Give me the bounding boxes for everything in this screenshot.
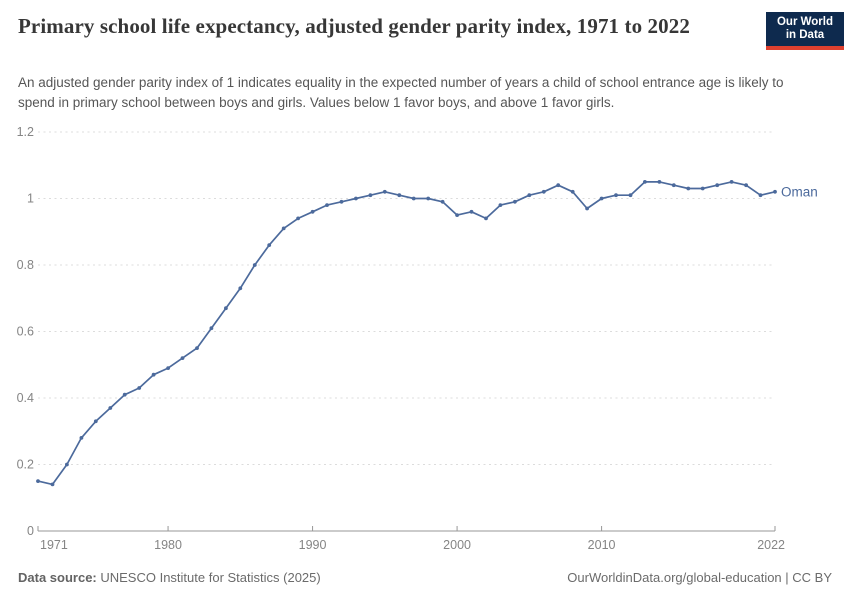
data-point-marker	[368, 193, 373, 198]
chart-footer: Data source: UNESCO Institute for Statis…	[18, 570, 832, 590]
data-point-marker	[773, 189, 777, 194]
data-point-marker	[715, 183, 720, 188]
data-point-marker	[252, 263, 257, 267]
data-point-marker	[224, 306, 228, 311]
data-point-marker	[238, 286, 243, 291]
data-point-marker	[513, 199, 517, 204]
data-point-marker	[180, 356, 185, 360]
owid-credit-link[interactable]: OurWorldinData.org/global-education | CC…	[567, 570, 832, 585]
data-point-marker	[50, 482, 55, 487]
x-tick-label: 1971	[40, 538, 68, 552]
y-tick-label: 0	[27, 524, 34, 538]
data-point-marker	[411, 196, 416, 201]
data-point-marker	[137, 386, 142, 390]
data-point-marker	[599, 196, 604, 201]
data-point-marker	[108, 406, 113, 410]
data-point-marker	[151, 372, 156, 377]
data-point-marker	[325, 203, 329, 208]
data-point-marker	[195, 346, 199, 350]
data-point-marker	[498, 203, 503, 208]
x-tick-label: 2000	[443, 538, 471, 552]
y-tick-label: 0.2	[17, 458, 34, 472]
data-point-marker	[585, 206, 589, 211]
data-point-marker	[382, 189, 387, 194]
x-tick-label: 1980	[154, 538, 182, 552]
data-point-marker	[281, 226, 286, 231]
data-point-marker	[541, 189, 546, 194]
data-point-marker	[527, 193, 532, 198]
data-source-text: UNESCO Institute for Statistics (2025)	[96, 570, 321, 585]
y-tick-label: 1.2	[17, 125, 34, 139]
data-point-marker	[122, 392, 127, 397]
data-point-marker	[643, 180, 647, 184]
data-point-marker	[484, 216, 488, 221]
data-point-marker	[65, 462, 69, 467]
data-point-marker	[657, 180, 662, 184]
data-point-marker	[166, 366, 171, 370]
data-point-marker	[267, 243, 272, 248]
data-source-note: Data source: UNESCO Institute for Statis…	[18, 570, 321, 590]
data-point-marker	[729, 180, 734, 184]
y-tick-label: 0.8	[17, 258, 34, 272]
data-point-marker	[440, 199, 445, 204]
series-oman[interactable]	[36, 180, 777, 487]
data-point-marker	[614, 193, 618, 198]
data-point-marker	[758, 193, 763, 198]
data-point-marker	[36, 479, 40, 483]
data-point-marker	[397, 193, 402, 198]
page-title: Primary school life expectancy, adjusted…	[18, 14, 690, 38]
data-point-marker	[570, 189, 575, 194]
owid-logo-line1: Our World	[776, 16, 833, 28]
y-tick-label: 0.6	[17, 325, 34, 339]
data-point-marker	[671, 183, 676, 188]
data-point-marker	[310, 209, 315, 214]
data-point-marker	[455, 213, 459, 218]
data-point-marker	[426, 196, 431, 201]
owid-logo-line2: in Data	[785, 29, 825, 41]
entity-end-label[interactable]: Oman	[781, 184, 818, 199]
data-point-marker	[628, 193, 633, 198]
y-tick-label: 1	[27, 192, 34, 206]
data-point-marker	[93, 419, 98, 424]
series-line	[37, 181, 776, 486]
data-point-marker	[296, 216, 300, 221]
data-source-label: Data source:	[18, 570, 97, 585]
data-point-marker	[339, 199, 344, 204]
x-tick-label: 2010	[588, 538, 616, 552]
owid-logo[interactable]: Our World in Data	[766, 12, 844, 50]
x-tick-label: 2022	[757, 538, 785, 552]
data-point-marker	[354, 196, 358, 201]
data-point-marker	[556, 183, 561, 188]
data-point-marker	[209, 326, 214, 331]
data-point-marker	[686, 186, 691, 191]
data-point-marker	[79, 436, 84, 440]
data-point-marker	[469, 209, 474, 214]
y-tick-label: 0.4	[17, 391, 34, 405]
x-tick-label: 1990	[299, 538, 327, 552]
chart-subtitle: An adjusted gender parity index of 1 ind…	[18, 75, 784, 110]
data-point-marker	[744, 183, 748, 188]
data-point-marker	[700, 186, 705, 191]
